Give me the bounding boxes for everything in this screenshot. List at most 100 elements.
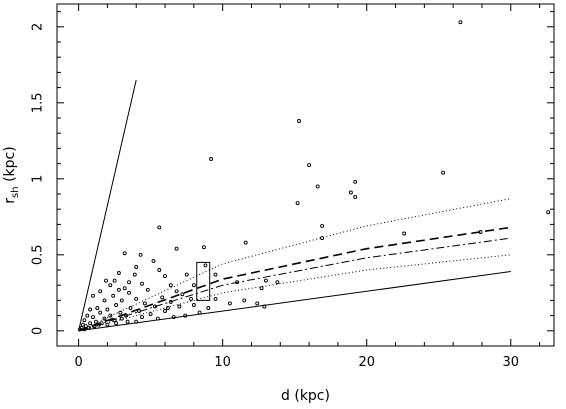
data-point (155, 316, 160, 321)
data-point (95, 306, 100, 310)
data-point (85, 313, 90, 318)
data-point (127, 280, 131, 285)
x-tick-label: 20 (358, 355, 375, 370)
data-point (174, 246, 179, 251)
x-tick-label: 30 (503, 355, 520, 370)
data-point (137, 309, 142, 313)
data-point (203, 263, 208, 268)
data-point (151, 258, 156, 263)
data-point (163, 309, 167, 313)
y-tick-label: 1.5 (31, 92, 46, 113)
data-point (157, 268, 162, 272)
data-point (124, 313, 129, 318)
data-point (259, 286, 264, 291)
y-tick-label: 0.5 (31, 244, 46, 265)
data-point (119, 316, 124, 321)
data-point (116, 287, 121, 292)
boxes-layer (196, 261, 211, 301)
data-point (153, 304, 157, 309)
data-point (116, 271, 121, 275)
data-point (125, 319, 130, 324)
data-point (263, 278, 268, 283)
data-point (255, 301, 260, 306)
data-point (92, 324, 97, 329)
x-tick-label: 0 (74, 355, 82, 370)
data-point (180, 292, 185, 297)
data-point (104, 278, 108, 283)
data-point (82, 327, 87, 332)
lines-layer (78, 79, 511, 332)
data-point (320, 223, 325, 228)
data-point (189, 296, 193, 301)
data-point (235, 280, 240, 285)
data-point (96, 322, 101, 327)
data-point (183, 313, 188, 318)
data-point (140, 315, 144, 320)
data-point (165, 306, 170, 310)
data-point (262, 304, 267, 309)
data-point (353, 195, 358, 199)
data-point (320, 236, 325, 241)
data-point (177, 304, 182, 309)
data-point (441, 170, 446, 175)
data-point (142, 301, 147, 306)
data-point (191, 303, 196, 307)
y-tick-label: 2 (31, 23, 46, 31)
data-point (122, 251, 127, 256)
data-point (145, 287, 150, 292)
fit-line-solid-1 (78, 79, 137, 331)
data-point (98, 310, 103, 315)
data-point (174, 289, 179, 294)
data-point (111, 293, 116, 298)
data-point (98, 289, 103, 294)
y-axis-label-symbol: r (2, 198, 18, 204)
y-axis-label-unit: (kpc) (2, 146, 18, 186)
data-point (140, 281, 144, 286)
data-point (102, 316, 107, 321)
data-point (91, 293, 95, 298)
y-tick-label: 1 (31, 175, 46, 183)
data-point (168, 299, 173, 304)
data-point (127, 290, 131, 295)
bin-box-1 (196, 261, 211, 301)
data-point (402, 231, 407, 236)
data-point (93, 319, 98, 324)
data-point (213, 272, 218, 277)
plot-frame (56, 3, 555, 347)
ticks-layer: 0 10 20 30 0 0.5 1 1.5 2 (31, 4, 554, 370)
data-point (546, 210, 551, 215)
data-point (112, 318, 117, 323)
data-point (105, 307, 110, 312)
data-point (191, 283, 196, 288)
data-point (134, 265, 139, 269)
data-point (134, 296, 139, 301)
data-point (112, 278, 117, 283)
data-point (209, 157, 214, 161)
data-point (83, 324, 88, 329)
data-point (134, 319, 139, 324)
data-point (295, 201, 300, 206)
data-point (315, 184, 320, 189)
data-point (108, 313, 113, 318)
data-point (91, 315, 95, 320)
data-point (122, 286, 127, 291)
data-point (105, 322, 110, 327)
data-point (307, 163, 312, 168)
data-point (163, 274, 167, 279)
fit-line-dashdot-6 (78, 237, 511, 332)
y-axis-label-subscript: sh (10, 186, 21, 198)
data-point (82, 318, 87, 323)
y-tick-label: 0 (31, 327, 46, 335)
data-point (114, 303, 119, 307)
data-point (88, 321, 93, 326)
data-point (353, 179, 358, 184)
data-point (78, 327, 82, 332)
data-point (242, 298, 247, 303)
data-point (201, 245, 206, 250)
points-layer (78, 20, 551, 332)
data-point (148, 312, 153, 317)
data-point (478, 230, 483, 234)
data-point (243, 240, 248, 245)
